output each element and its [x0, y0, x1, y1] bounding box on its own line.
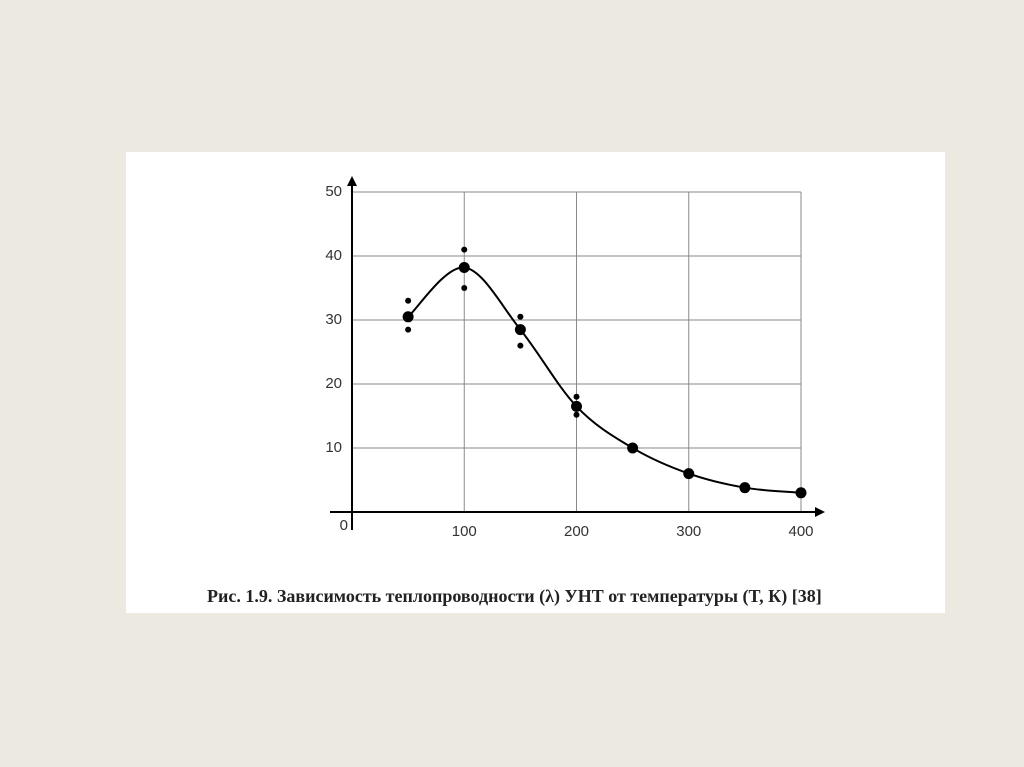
x-tick-label: 100 [452, 523, 477, 540]
y-tick-label: 40 [325, 247, 342, 264]
data-point [461, 285, 468, 291]
x-tick-label: 300 [676, 523, 701, 540]
data-point [739, 482, 751, 494]
data-point [573, 393, 580, 400]
x-tick-label: 200 [564, 523, 589, 540]
data-point [573, 411, 580, 418]
data-point [627, 442, 639, 454]
x-tick-label: 0 [340, 517, 348, 534]
x-axis-arrow [815, 507, 825, 517]
caption: Рис. 1.9. Зависимость теплопроводности (… [207, 586, 822, 607]
data-point [514, 324, 526, 336]
figure-panel [126, 152, 945, 613]
y-tick-label: 30 [325, 311, 342, 328]
data-point [458, 262, 470, 274]
y-axis-arrow [347, 176, 357, 186]
data-point [461, 246, 468, 253]
y-tick-label: 50 [325, 183, 342, 200]
data-point [517, 342, 524, 349]
data-point [517, 313, 524, 320]
data-point [571, 400, 582, 412]
curve [407, 266, 802, 494]
data-point [402, 311, 414, 323]
y-tick-label: 10 [325, 439, 342, 456]
data-point [795, 487, 807, 499]
data-point [683, 468, 695, 480]
y-tick-label: 20 [325, 375, 342, 392]
x-tick-label: 400 [788, 523, 813, 540]
data-point [405, 297, 412, 304]
data-point [405, 326, 412, 333]
